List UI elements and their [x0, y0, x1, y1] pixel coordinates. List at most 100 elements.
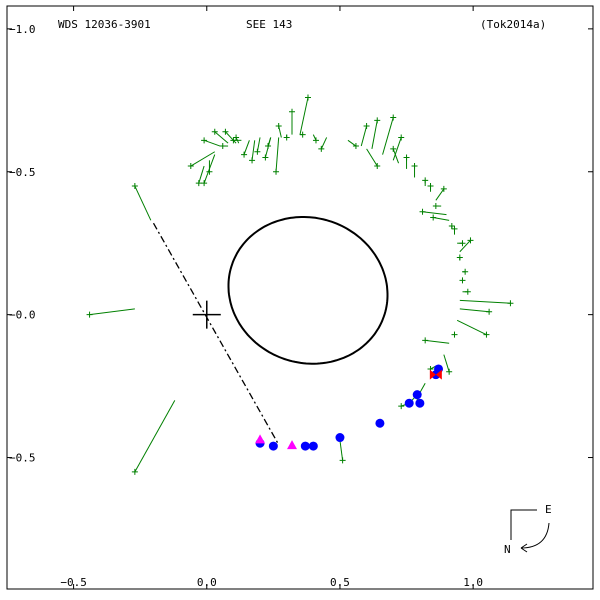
x-tick-label: 0.0	[197, 576, 217, 589]
y-tick-label: −0.5	[9, 452, 36, 465]
plot-frame	[6, 5, 594, 590]
visual-observation	[211, 128, 218, 135]
visual-observation	[430, 214, 437, 221]
visual-observation	[390, 145, 397, 152]
speckle-observation	[415, 398, 425, 408]
visual-observation	[459, 240, 466, 247]
residual-line	[392, 137, 402, 161]
speckle-observation	[412, 390, 422, 400]
residual-line	[459, 240, 471, 253]
observation-markers	[86, 94, 514, 475]
visual-observation	[304, 94, 311, 101]
visual-observation	[422, 337, 429, 344]
speckle-observation	[375, 418, 385, 428]
visual-observation	[352, 143, 359, 150]
line-of-nodes	[152, 222, 280, 445]
orbit-ellipse	[227, 216, 389, 365]
residual-line	[366, 148, 378, 167]
visual-observation	[254, 148, 261, 155]
red-observation	[429, 369, 442, 380]
residual-line	[422, 211, 447, 216]
residual-line	[320, 137, 328, 150]
primary-star-cross	[192, 300, 221, 329]
residual-line	[371, 120, 378, 149]
residual-line	[190, 151, 216, 167]
compass-rotation-arrow	[520, 522, 550, 549]
visual-observation	[131, 183, 138, 190]
visual-observation	[187, 163, 194, 170]
visual-observation	[289, 108, 296, 115]
residual-line	[456, 319, 487, 336]
compass-east-label: E	[545, 503, 552, 516]
header-center: SEE 143	[246, 18, 292, 31]
visual-observation	[318, 145, 325, 152]
visual-observation	[440, 185, 447, 192]
visual-observation	[456, 254, 463, 261]
residual-line	[459, 308, 490, 313]
residual-line	[299, 97, 309, 135]
visual-observation	[249, 157, 256, 164]
visual-observation	[432, 203, 439, 210]
visual-observation	[241, 151, 248, 158]
y-tick-label: −0.5	[9, 166, 36, 179]
visual-observation	[201, 180, 208, 187]
speckle-observation	[268, 441, 278, 451]
visual-observation	[86, 311, 93, 318]
visual-observation	[398, 134, 405, 141]
x-tick-label: −0.5	[60, 576, 87, 589]
visual-observation	[451, 331, 458, 338]
compass-axes	[510, 509, 537, 540]
magenta-observation	[287, 440, 298, 450]
residual-line	[275, 137, 280, 172]
visual-observation	[262, 154, 269, 161]
visual-observation	[483, 331, 490, 338]
visual-observation	[390, 114, 397, 121]
speckle-observation	[335, 433, 345, 443]
visual-observation	[486, 308, 493, 315]
visual-observation	[374, 163, 381, 170]
y-tick-label: −0.0	[9, 309, 36, 322]
residual-line	[134, 185, 152, 221]
visual-observation	[265, 143, 272, 150]
visual-observation	[459, 277, 466, 284]
residual-line	[435, 188, 445, 201]
visual-observation	[398, 403, 405, 410]
visual-observation	[422, 177, 429, 184]
visual-observation	[222, 128, 229, 135]
visual-observation	[131, 468, 138, 475]
residual-line	[89, 308, 135, 316]
visual-observation	[403, 154, 410, 161]
visual-observation	[206, 168, 213, 175]
compass-arrowhead	[520, 543, 528, 553]
y-tick-label: −1.0	[9, 23, 36, 36]
visual-observation	[230, 137, 237, 144]
visual-observation	[363, 123, 370, 130]
visual-observation	[283, 134, 290, 141]
visual-observation	[312, 137, 319, 144]
visual-observation	[273, 168, 280, 175]
compass-north-label: N	[504, 543, 511, 556]
residual-line	[459, 299, 511, 304]
compass: E N	[504, 503, 552, 556]
visual-observation	[339, 457, 346, 464]
residual-line	[198, 165, 205, 184]
header-left: WDS 12036-3901	[58, 18, 151, 31]
visual-observation	[467, 237, 474, 244]
residual-line	[392, 148, 400, 164]
residual-line	[134, 400, 176, 473]
visual-observation	[451, 225, 458, 232]
residual-line	[347, 139, 357, 147]
speckle-observation	[308, 441, 318, 451]
residual-line	[214, 131, 229, 144]
visual-observation	[419, 208, 426, 215]
speckle-observation	[300, 441, 310, 451]
residual-line	[225, 131, 237, 144]
residual-line	[243, 140, 250, 155]
visual-observation	[507, 300, 514, 307]
axis-ticks: −0.5 0.0 0.5 1.0 −1.0 −0.5 −0.0 −0.5	[7, 6, 593, 589]
visual-observation	[275, 123, 282, 130]
visual-observation	[464, 288, 471, 295]
visual-observation	[448, 223, 455, 230]
visual-observation	[411, 163, 418, 170]
